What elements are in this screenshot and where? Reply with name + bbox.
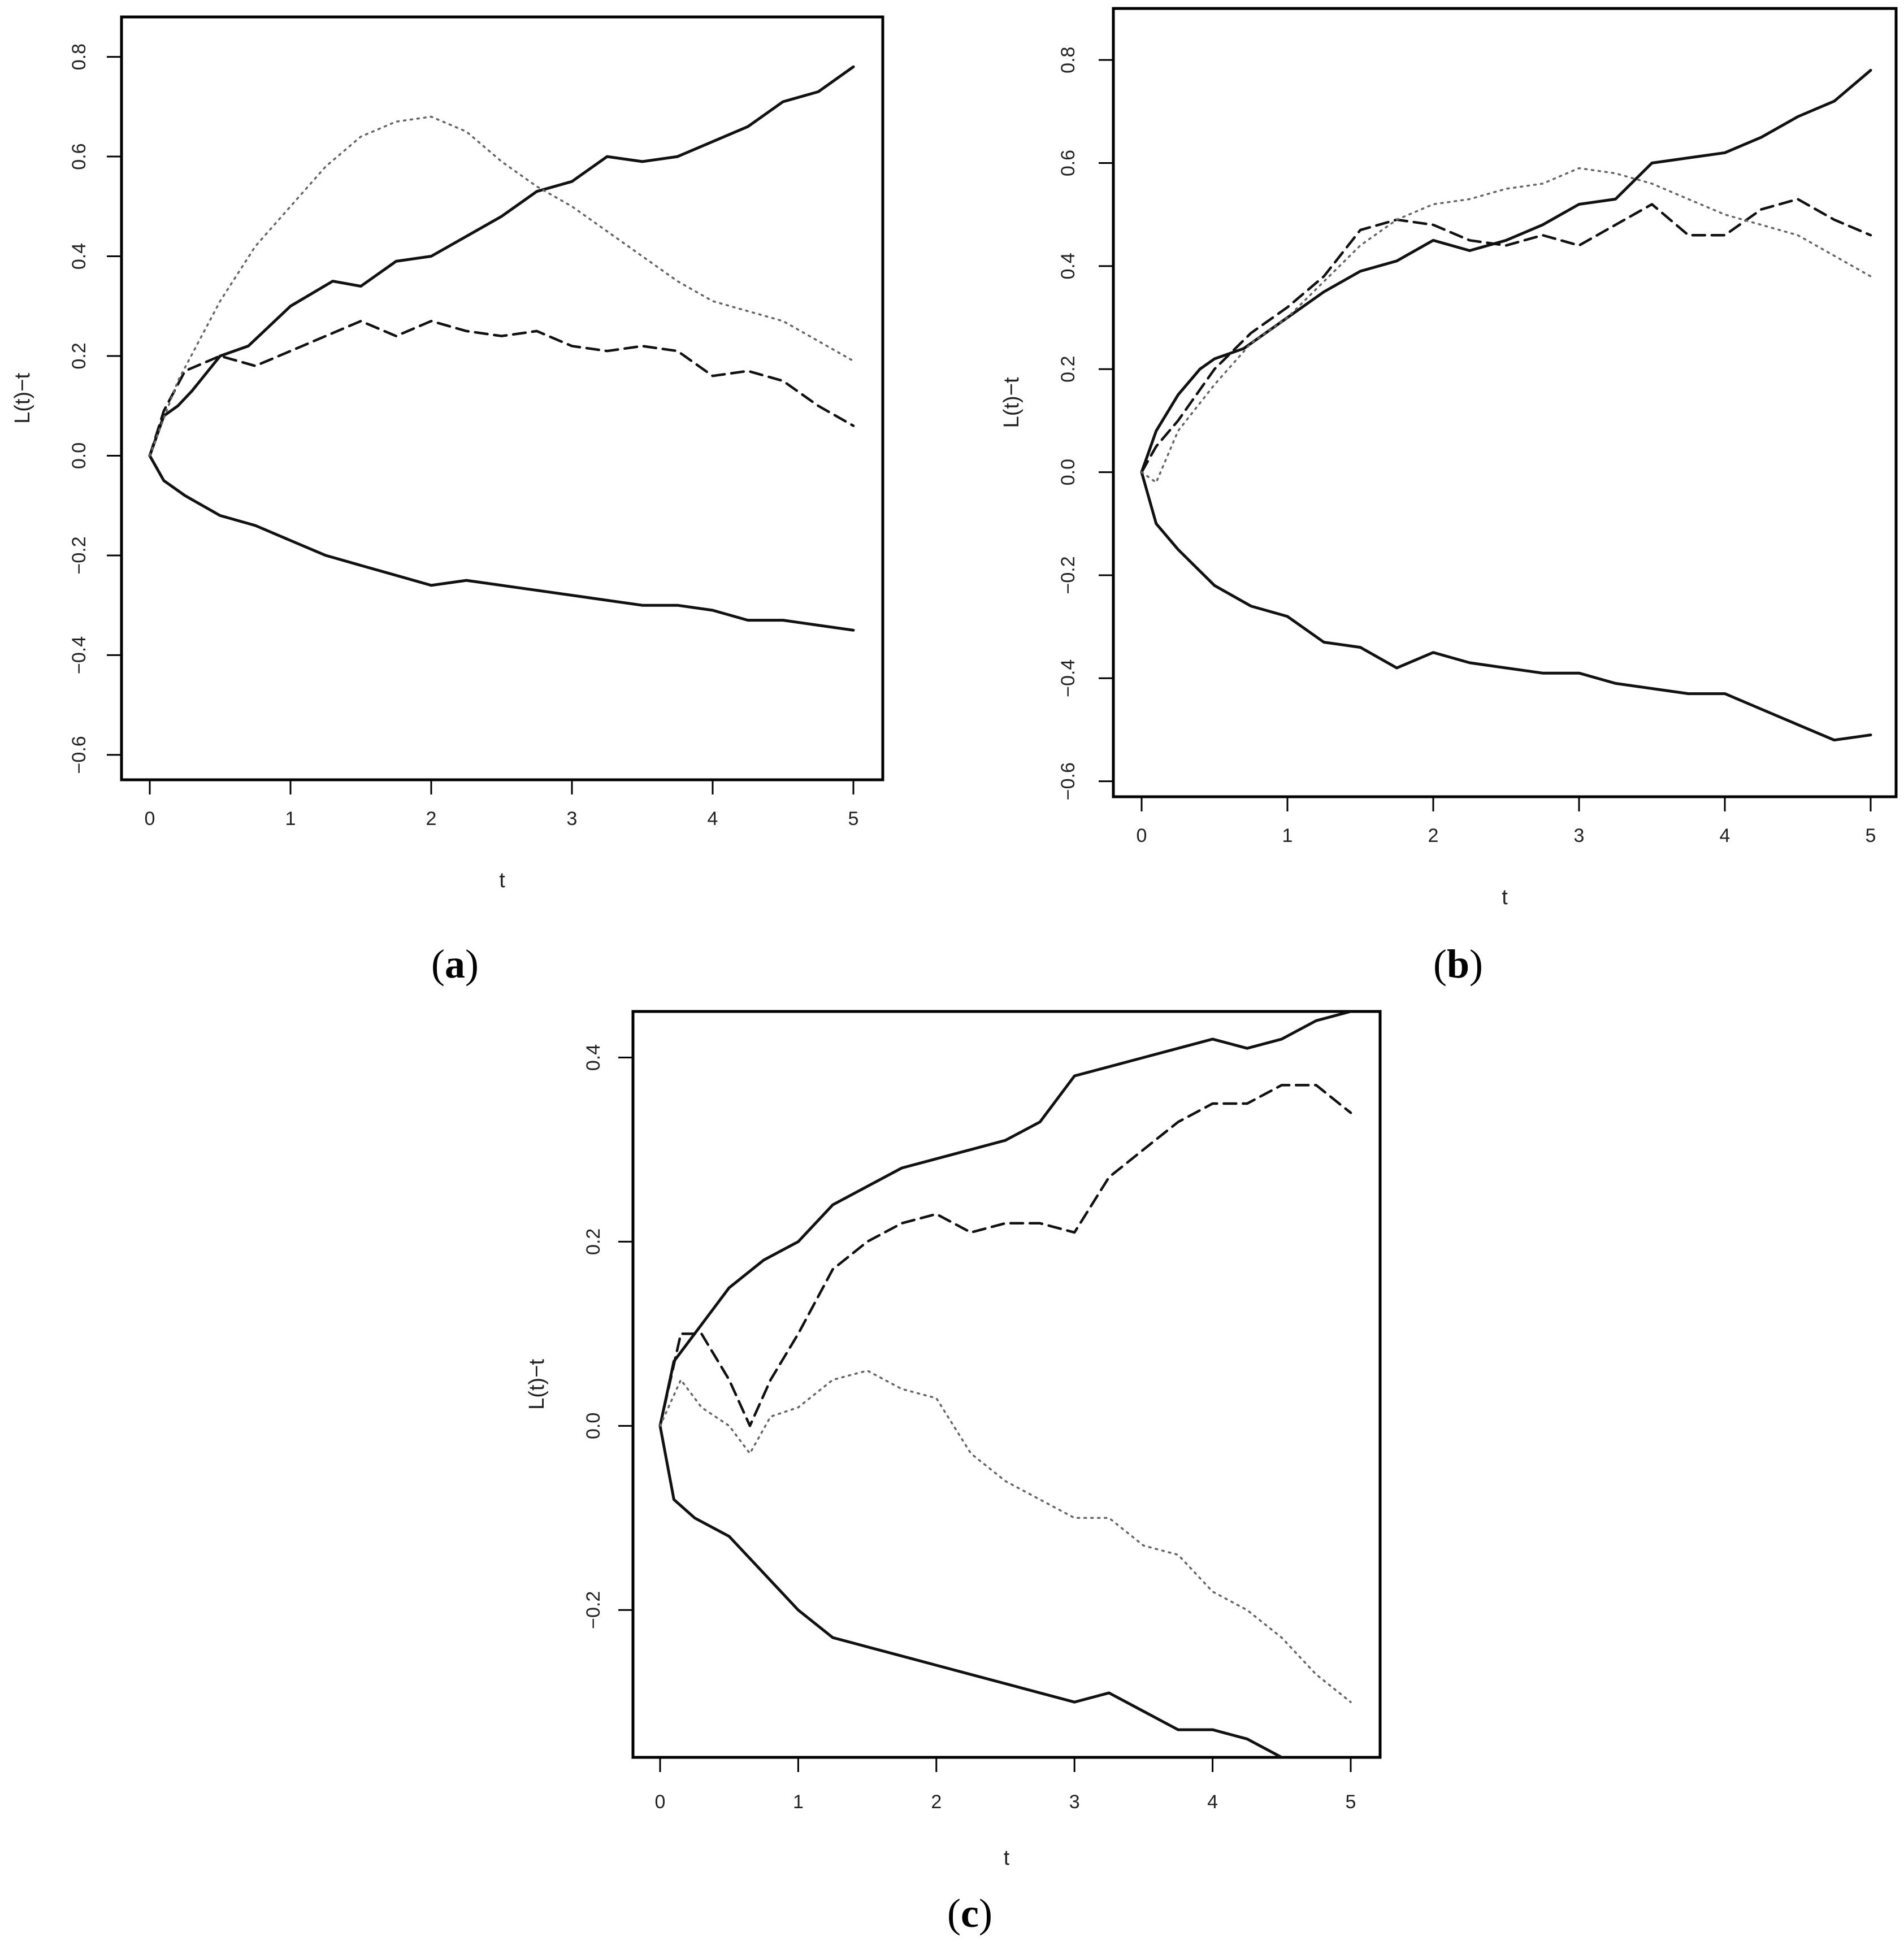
plot-frame	[631, 1010, 1382, 1759]
panel-b: 0 1 2 3 4 5 −0.6 −0.4 −0.2 0.0 0.2 0.4 0.6 0.8 t L(t)−t…	[1000, 7, 1898, 987]
y-tick-label: −0.2	[1057, 556, 1079, 594]
x-tick-label: 1	[793, 1791, 804, 1813]
y-tick-label: 0.8	[1057, 47, 1079, 73]
y-tick-label: 0.8	[68, 44, 90, 70]
y-tick-label: 0.4	[68, 243, 90, 270]
y-axis-title: L(t)−t	[1000, 377, 1023, 428]
x-tick-label: 5	[848, 808, 859, 830]
x-tick-label: 4	[1207, 1791, 1218, 1813]
series-line-dashed	[658, 1084, 1352, 1427]
plot-frame	[120, 15, 884, 781]
x-tick-label: 4	[708, 808, 718, 830]
y-tick-label: 0.0	[583, 1413, 604, 1439]
series-line-dashed	[1140, 198, 1872, 474]
x-tick-label: 3	[1069, 1791, 1080, 1813]
x-tick-label: 0	[145, 808, 155, 830]
y-tick-label: 0.2	[583, 1228, 604, 1255]
x-tick-label: 3	[1574, 825, 1585, 846]
panel-a: 0 1 2 3 4 5 −0.6 −0.4 −0.2 0.0 0.2 0.4 0.6 0.8 t L(t)−t…	[11, 15, 884, 987]
x-tick-label: 4	[1720, 825, 1730, 846]
x-tick-label: 5	[1346, 1791, 1356, 1813]
x-tick-label: 3	[567, 808, 578, 830]
x-tick-label: 1	[285, 808, 296, 830]
series-line-solid	[658, 1424, 1283, 1757]
series-line-dashed	[148, 319, 855, 457]
series-group	[148, 65, 855, 632]
y-tick-label: −0.2	[68, 536, 90, 574]
y-tick-label: 0.2	[68, 342, 90, 369]
y-tick-label: 0.6	[1057, 150, 1079, 176]
x-tick-label: 0	[1137, 825, 1147, 846]
series-line-dotted	[1140, 167, 1872, 484]
series-line-solid	[1140, 471, 1872, 742]
y-tick-label: −0.6	[68, 736, 90, 774]
y-tick-label: −0.6	[1057, 762, 1079, 800]
y-tick-label: 0.4	[1057, 253, 1079, 279]
y-axis-title: L(t)−t	[11, 373, 34, 424]
panel-tag: (a)	[431, 941, 479, 987]
x-tick-label: 0	[655, 1791, 666, 1813]
x-tick-label: 5	[1866, 825, 1876, 846]
series-line-dotted	[659, 1369, 1352, 1703]
y-tick-label: 0.0	[1057, 459, 1079, 485]
y-tick-label: −0.4	[68, 636, 90, 674]
series-line-solid	[658, 1011, 1352, 1427]
y-tick-label: −0.2	[583, 1591, 604, 1629]
series-group	[1140, 68, 1872, 742]
x-tick-label: 2	[931, 1791, 942, 1813]
y-axis-title: L(t)−t	[525, 1359, 549, 1410]
x-axis-title: t	[499, 869, 505, 892]
panel-c: 0 1 2 3 4 5 −0.2 0.0 0.2 0.4 t L(t)−t (c)	[525, 1010, 1382, 1936]
x-tick-label: 2	[426, 808, 437, 830]
series-line-solid	[1140, 68, 1872, 474]
panel-tag: (c)	[947, 1891, 992, 1936]
series-line-solid	[148, 65, 855, 457]
panel-tag: (b)	[1433, 941, 1483, 987]
y-tick-label: 0.6	[68, 143, 90, 170]
x-axis-title: t	[1502, 885, 1508, 909]
y-tick-label: 0.2	[1057, 356, 1079, 383]
x-tick-label: 1	[1282, 825, 1293, 846]
series-group	[658, 1011, 1352, 1757]
y-tick-label: 0.4	[583, 1044, 604, 1071]
series-line-dotted	[149, 115, 855, 457]
x-axis-title: t	[1004, 1846, 1010, 1870]
y-tick-label: −0.4	[1057, 659, 1079, 697]
x-tick-label: 2	[1428, 825, 1439, 846]
series-line-solid	[148, 454, 855, 632]
y-tick-label: 0.0	[68, 442, 90, 469]
